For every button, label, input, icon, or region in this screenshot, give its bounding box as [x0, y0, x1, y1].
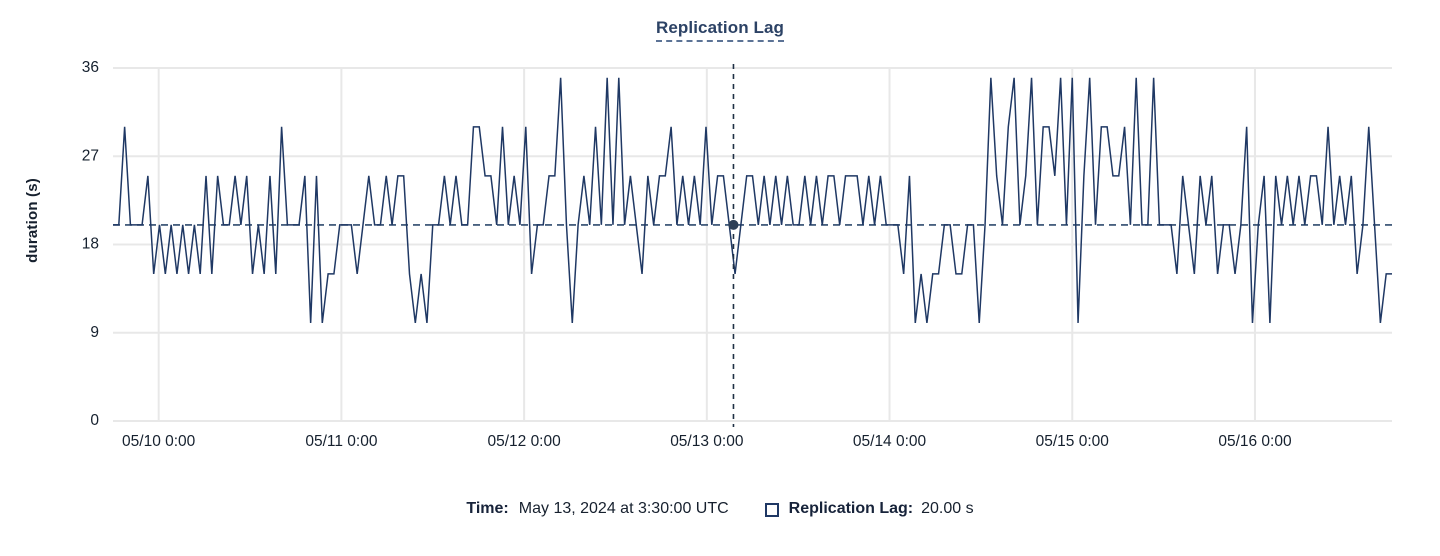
chart-title-text: Replication Lag	[655, 18, 785, 42]
x-tick-label: 05/11 0:00	[305, 433, 377, 450]
footer-time-value: May 13, 2024 at 3:30:00 UTC	[518, 500, 729, 517]
footer-time-label: Time:	[466, 500, 509, 517]
y-tick-label: 27	[82, 147, 99, 164]
y-tick-label: 18	[82, 236, 99, 253]
x-tick-label: 05/15 0:00	[1036, 433, 1110, 450]
x-tick-label: 05/14 0:00	[853, 433, 927, 450]
x-tick-label: 05/10 0:00	[122, 433, 196, 450]
highlight-point	[728, 219, 739, 230]
y-tick-label: 36	[82, 59, 99, 76]
chart-footer: Time: May 13, 2024 at 3:30:00 UTC Replic…	[0, 500, 1440, 518]
square-outline-icon	[764, 503, 779, 517]
x-tick-label: 05/13 0:00	[670, 433, 744, 450]
x-tick-label: 05/16 0:00	[1218, 433, 1292, 450]
footer-series-value: 20.00 s	[921, 500, 974, 517]
highlight-point-dot[interactable]	[728, 219, 739, 230]
gridlines-group	[113, 67, 1392, 422]
footer-series-label: Replication Lag:	[788, 500, 914, 517]
series-line	[113, 77, 1392, 324]
footer-series-group: Replication Lag: 20.00 s	[764, 500, 974, 518]
x-tick-labels-group: 05/10 0:00 05/11 0:00 05/12 0:00 05/13 0:00…	[122, 433, 1292, 450]
y-tick-label: 9	[90, 324, 99, 341]
y-tick-labels-group: 0 9 18 27 36	[82, 59, 100, 429]
y-tick-label: 0	[90, 412, 99, 429]
x-tick-label: 05/12 0:00	[487, 433, 561, 450]
series-lines-group	[113, 77, 1392, 324]
chart-title: Replication Lag	[0, 18, 1440, 42]
